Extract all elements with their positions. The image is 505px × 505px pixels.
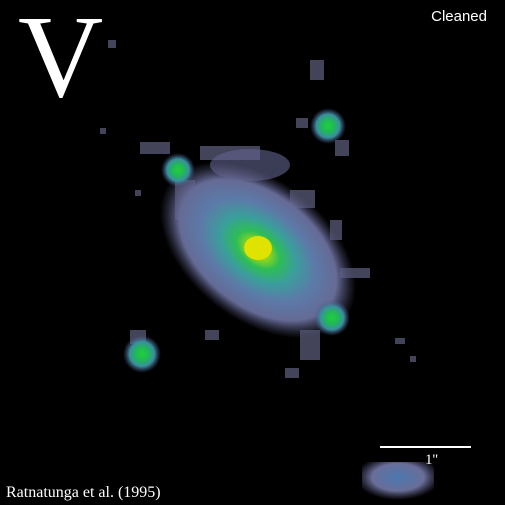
star: [123, 335, 161, 373]
star: [310, 108, 346, 144]
band-letter: V: [18, 0, 104, 122]
scale-label: 1'': [425, 452, 438, 468]
processing-label: Cleaned: [431, 8, 487, 25]
faint-source: [362, 462, 434, 500]
star: [314, 300, 350, 336]
image-credit: Ratnatunga et al. (1995): [6, 484, 161, 501]
star: [161, 153, 195, 187]
scale-bar: [380, 446, 471, 448]
